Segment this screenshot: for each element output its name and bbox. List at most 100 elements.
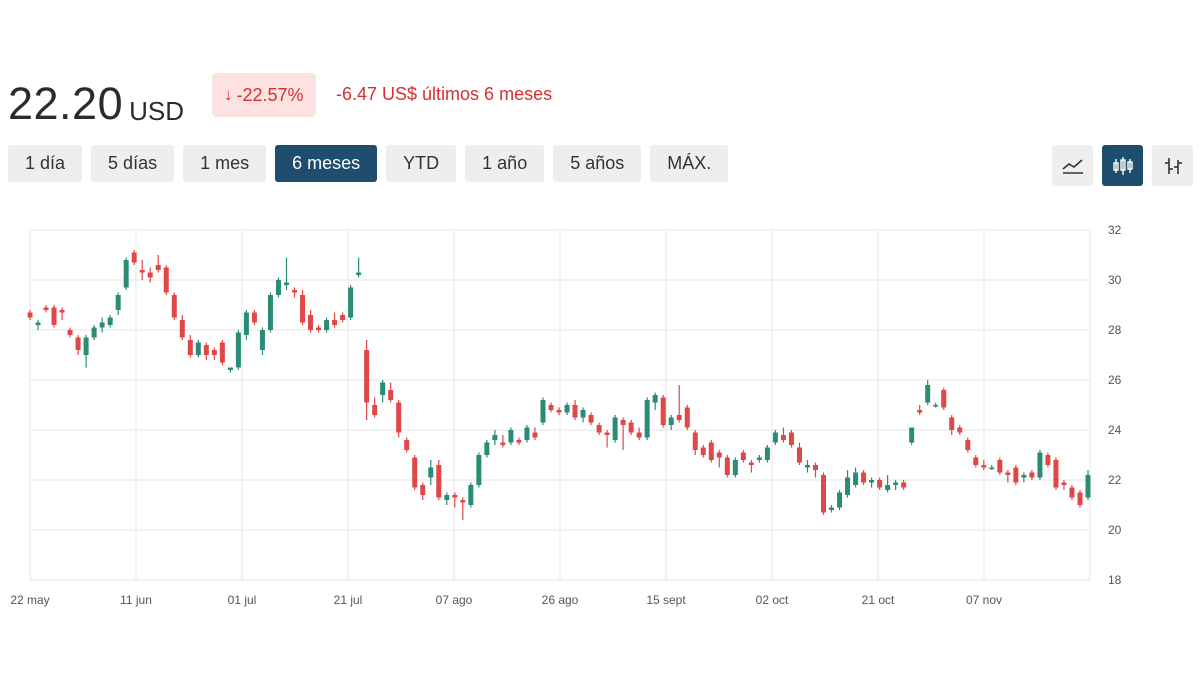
candle-body (724, 457, 730, 475)
candle-body (877, 480, 883, 488)
ohlc-button[interactable] (1152, 145, 1193, 186)
candle (909, 427, 915, 445)
candle-body (973, 457, 979, 465)
range-tab[interactable]: 1 día (8, 145, 83, 182)
candle-body (484, 442, 490, 455)
candle-body (764, 447, 770, 460)
candle (652, 392, 658, 410)
candle (227, 367, 233, 373)
chart-type-switcher (1052, 145, 1193, 186)
candle-body (604, 432, 610, 435)
candle (420, 482, 426, 500)
candle (772, 430, 778, 445)
candlestick-icon (1112, 156, 1133, 175)
candle (91, 325, 97, 340)
candle-body (139, 270, 145, 273)
candle-body (516, 440, 522, 443)
candle-body (708, 442, 714, 460)
candle (300, 290, 306, 325)
candle (364, 340, 370, 420)
candle-body (428, 467, 434, 478)
candle (131, 250, 137, 265)
candle (508, 427, 514, 445)
candle (380, 380, 386, 403)
candle-body (1037, 452, 1043, 478)
candle-body (219, 342, 225, 363)
candle-body (548, 405, 554, 410)
candle (853, 467, 859, 488)
candle (67, 327, 73, 338)
candle-body (812, 465, 818, 470)
candle (965, 437, 971, 453)
candle-body (612, 417, 618, 440)
candle (235, 330, 241, 370)
candle-body (1021, 475, 1027, 478)
candle-body (308, 315, 314, 330)
candle-body (740, 452, 746, 460)
candle-body (404, 440, 410, 450)
candle (564, 402, 570, 415)
candle-body (981, 465, 987, 468)
candle-body (444, 495, 450, 500)
chart-grid (29, 229, 1091, 581)
candle-body (59, 310, 65, 313)
candle (171, 292, 177, 320)
candle-body (620, 420, 626, 425)
range-tab[interactable]: 6 meses (275, 145, 378, 182)
candle-body (324, 320, 330, 330)
candle-body (243, 312, 249, 335)
candle (708, 440, 714, 463)
candle (75, 335, 81, 355)
candle (27, 310, 33, 320)
currency-label: USD (129, 96, 185, 126)
candle-body (300, 295, 306, 323)
change-percent-badge: ↓ -22.57% (212, 73, 316, 117)
candle (821, 472, 826, 515)
candle-body (43, 307, 49, 310)
range-tab[interactable]: 5 años (553, 145, 642, 182)
candle (893, 480, 899, 490)
candle (925, 380, 931, 405)
candle (211, 347, 217, 360)
candle (812, 462, 818, 478)
candle (861, 470, 867, 485)
candle-body (989, 467, 995, 469)
line-chart-button[interactable] (1052, 145, 1093, 186)
line-chart-icon (1061, 158, 1083, 174)
candle (59, 307, 65, 320)
candle-body (107, 317, 113, 325)
candle (620, 417, 626, 450)
candle (492, 430, 498, 445)
candle (716, 450, 722, 468)
candle (548, 402, 554, 413)
candle-body (1069, 487, 1075, 498)
range-tab[interactable]: MÁX. (650, 145, 729, 182)
range-tab[interactable]: 1 año (465, 145, 545, 182)
candle-body (780, 435, 786, 440)
candle (837, 490, 843, 510)
change-percent: -22.57% (236, 84, 304, 105)
candle-body (933, 405, 939, 407)
candle-body (1013, 467, 1019, 483)
candle-body (532, 432, 538, 438)
candle-body (845, 477, 851, 495)
y-tick-label: 18 (1108, 573, 1122, 587)
range-tab[interactable]: 5 días (91, 145, 175, 182)
candle (748, 460, 754, 473)
candle-body (388, 390, 394, 400)
candle (556, 407, 562, 415)
candle (1045, 452, 1051, 468)
candle-body (356, 272, 362, 275)
range-tab[interactable]: YTD (386, 145, 457, 182)
x-tick-label: 11 jun (120, 593, 152, 607)
candle (1037, 450, 1043, 480)
x-tick-label: 07 ago (436, 593, 473, 607)
x-tick-label: 22 may (10, 593, 49, 607)
candlestick-button[interactable] (1102, 145, 1143, 186)
candle-body (732, 460, 738, 475)
range-tab[interactable]: 1 mes (183, 145, 267, 182)
candle-body (957, 427, 963, 433)
x-tick-label: 26 ago (542, 593, 579, 607)
y-tick-label: 28 (1108, 323, 1122, 337)
candle (604, 430, 610, 448)
